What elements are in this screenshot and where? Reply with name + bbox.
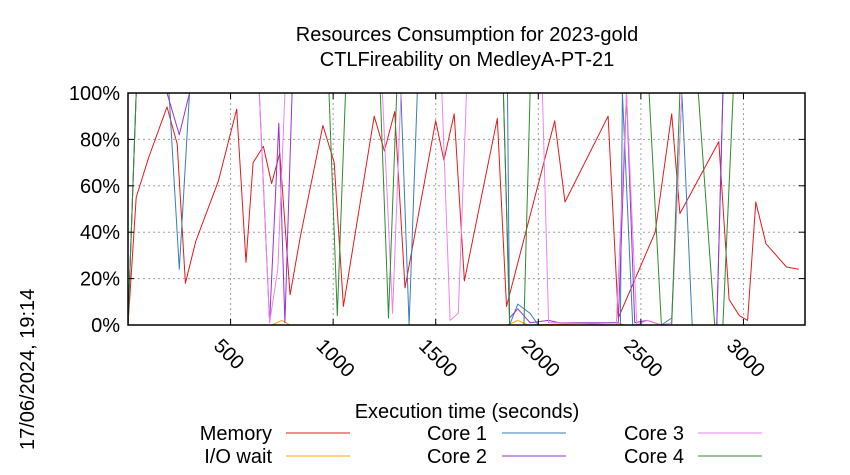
y-tick-label: 60% [80,176,120,198]
series-line-core-2 [127,92,799,326]
series-line-core-3 [127,92,799,326]
chart-subtitle: CTLFireability on MedleyA-PT-21 [320,49,615,71]
x-tick-label: 2000 [517,335,564,382]
timestamp: 17/06/2024, 19:14 [17,289,39,450]
y-tick-label: 20% [80,269,120,291]
legend-label-core-1: Core 1 [427,423,487,445]
series-line-core-4 [127,92,799,326]
y-tick-label: 0% [91,315,120,337]
series-line-core-1 [127,92,799,326]
chart-title: Resources Consumption for 2023-gold [296,24,638,46]
legend-label-memory: Memory [200,423,272,445]
grid [128,93,805,325]
legend-label-i-o-wait: I/O wait [204,446,272,468]
y-tick-label: 40% [80,222,120,244]
legend-label-core-4: Core 4 [624,446,684,468]
x-axis-label: Execution time (seconds) [355,401,580,423]
y-tick-label: 80% [80,129,120,151]
x-tick-label: 2500 [619,335,666,382]
series-layer [127,92,799,326]
x-tick-label: 1000 [312,335,359,382]
y-tick-label: 100% [69,83,120,105]
x-tick-label: 3000 [722,335,769,382]
x-tick-label: 500 [209,335,248,374]
series-line-memory [127,106,799,326]
legend-label-core-2: Core 2 [427,446,487,468]
x-tick-label: 1500 [414,335,461,382]
plot-frame [127,92,806,326]
legend-label-core-3: Core 3 [624,423,684,445]
